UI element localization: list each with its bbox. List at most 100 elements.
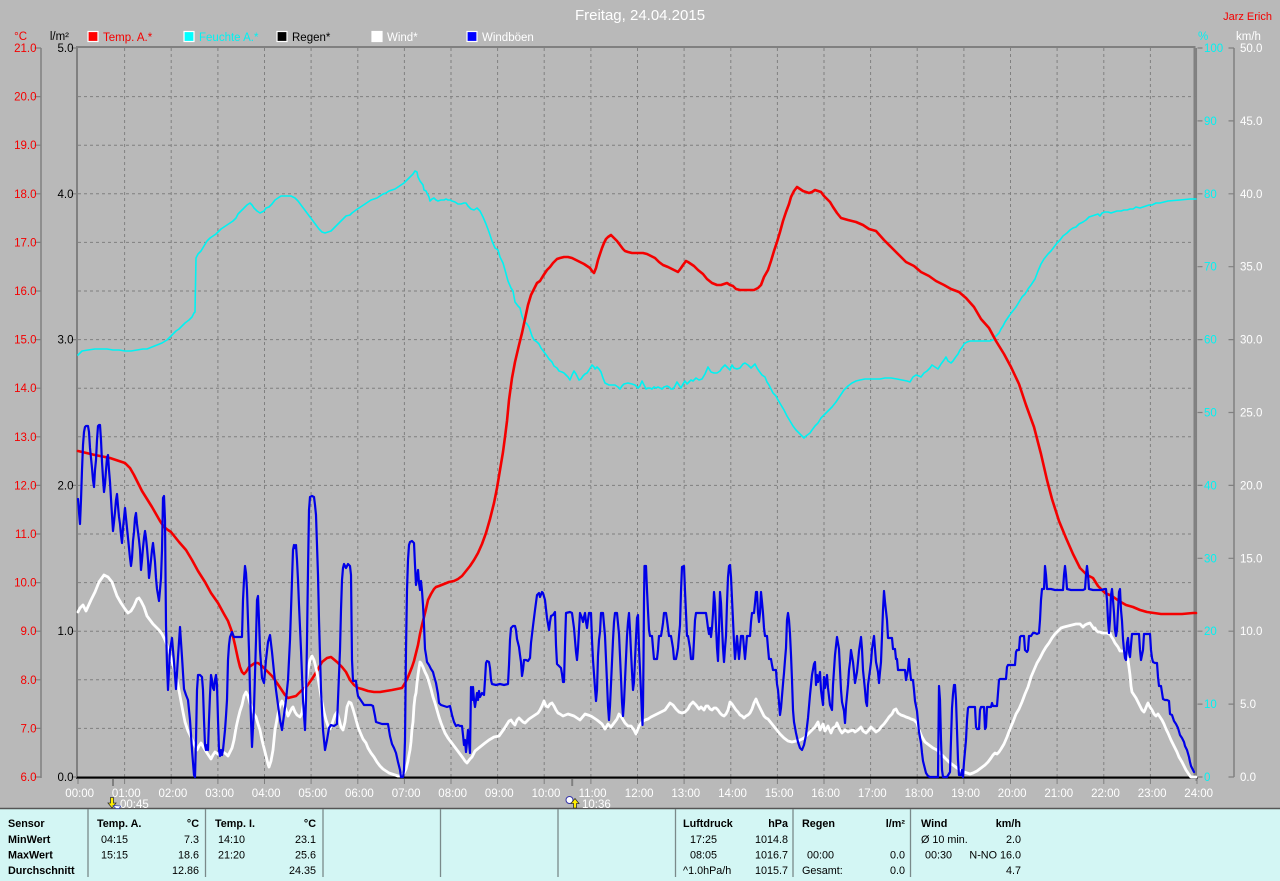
svg-text:km/h: km/h [996, 818, 1021, 830]
svg-text:21:20: 21:20 [218, 850, 245, 862]
svg-text:17.0: 17.0 [14, 237, 36, 249]
svg-text:Freitag, 24.04.2015: Freitag, 24.04.2015 [575, 7, 705, 24]
svg-text:22:00: 22:00 [1091, 788, 1120, 800]
svg-text:5.0: 5.0 [58, 43, 74, 55]
svg-text:17:25: 17:25 [690, 834, 717, 846]
svg-text:10.0: 10.0 [14, 578, 36, 590]
svg-text:°C: °C [187, 818, 199, 830]
svg-text:01:00: 01:00 [112, 788, 141, 800]
svg-text:0: 0 [1204, 772, 1210, 784]
svg-text:24.35: 24.35 [289, 865, 316, 877]
svg-text:23:00: 23:00 [1138, 788, 1167, 800]
svg-text:15:00: 15:00 [765, 788, 794, 800]
svg-text:10:00: 10:00 [532, 788, 561, 800]
svg-text:00:00: 00:00 [807, 850, 834, 862]
svg-text:30: 30 [1204, 553, 1217, 565]
svg-text:20.0: 20.0 [1240, 480, 1262, 492]
svg-text:0.0: 0.0 [58, 772, 74, 784]
svg-text:0.0: 0.0 [1240, 772, 1256, 784]
svg-text:25.6: 25.6 [295, 850, 316, 862]
svg-text:30.0: 30.0 [1240, 335, 1262, 347]
svg-text:12.0: 12.0 [14, 480, 36, 492]
svg-text:50: 50 [1204, 408, 1217, 420]
svg-text:l/m²: l/m² [50, 31, 69, 43]
svg-text:14:00: 14:00 [718, 788, 747, 800]
svg-text:12.86: 12.86 [172, 865, 199, 877]
svg-text:2.0: 2.0 [1006, 834, 1021, 846]
svg-text:12:00: 12:00 [625, 788, 654, 800]
svg-text:45.0: 45.0 [1240, 116, 1262, 128]
svg-text:Durchschnitt: Durchschnitt [8, 865, 75, 877]
svg-text:35.0: 35.0 [1240, 262, 1262, 274]
svg-text:07:00: 07:00 [392, 788, 421, 800]
svg-text:4.0: 4.0 [58, 189, 74, 201]
svg-text:90: 90 [1204, 116, 1217, 128]
svg-text:20: 20 [1204, 626, 1217, 638]
svg-text:14.0: 14.0 [14, 383, 36, 395]
svg-text:7.3: 7.3 [184, 834, 199, 846]
svg-text:00:00: 00:00 [65, 788, 94, 800]
svg-text:21.0: 21.0 [14, 43, 36, 55]
svg-text:%: % [1198, 31, 1208, 43]
svg-text:04:15: 04:15 [101, 834, 128, 846]
svg-text:Regen*: Regen* [292, 32, 331, 44]
svg-text:hPa: hPa [768, 818, 789, 830]
svg-text:N-NO 16.0: N-NO 16.0 [969, 850, 1021, 862]
svg-text:11:00: 11:00 [579, 788, 607, 800]
svg-text:0.0: 0.0 [890, 850, 905, 862]
svg-text:10.0: 10.0 [1240, 626, 1262, 638]
svg-text:10: 10 [1204, 699, 1217, 711]
svg-text:1014.8: 1014.8 [755, 834, 788, 846]
svg-text:Wind: Wind [921, 818, 947, 830]
svg-text:08:05: 08:05 [690, 850, 717, 862]
svg-text:km/h: km/h [1236, 31, 1261, 43]
svg-text:1015.7: 1015.7 [755, 865, 788, 877]
svg-text:Feuchte A.*: Feuchte A.* [199, 32, 259, 44]
svg-text:1016.7: 1016.7 [755, 850, 788, 862]
svg-text:20:00: 20:00 [998, 788, 1027, 800]
svg-text:Temp. A.*: Temp. A.* [103, 32, 153, 44]
svg-text:1.0: 1.0 [58, 626, 74, 638]
svg-text:MinWert: MinWert [8, 834, 51, 846]
svg-text:19.0: 19.0 [14, 140, 36, 152]
svg-text:08:00: 08:00 [438, 788, 467, 800]
svg-text:20.0: 20.0 [14, 92, 36, 104]
svg-text:24:00: 24:00 [1184, 788, 1213, 800]
svg-text:6.0: 6.0 [21, 772, 37, 784]
svg-text:Regen: Regen [802, 818, 835, 830]
svg-text:°C: °C [14, 31, 27, 43]
svg-text:60: 60 [1204, 335, 1217, 347]
svg-text:100: 100 [1204, 43, 1223, 55]
svg-text:25.0: 25.0 [1240, 408, 1262, 420]
svg-text:Windböen: Windböen [482, 32, 534, 44]
svg-text:3.0: 3.0 [58, 335, 74, 347]
svg-text:15.0: 15.0 [1240, 553, 1262, 565]
svg-text:^1.0hPa/h: ^1.0hPa/h [683, 865, 731, 877]
svg-text:15.0: 15.0 [14, 335, 36, 347]
svg-text:11.0: 11.0 [15, 529, 37, 541]
svg-text:l/m²: l/m² [886, 818, 906, 830]
svg-text:70: 70 [1204, 262, 1217, 274]
svg-text:°C: °C [304, 818, 316, 830]
svg-text:13.0: 13.0 [14, 432, 36, 444]
svg-text:15:15: 15:15 [101, 850, 128, 862]
svg-text:Temp. A.: Temp. A. [97, 818, 141, 830]
svg-text:14:10: 14:10 [218, 834, 245, 846]
svg-text:Luftdruck: Luftdruck [683, 818, 734, 830]
svg-text:Wind*: Wind* [387, 32, 418, 44]
svg-text:10:36: 10:36 [582, 799, 611, 811]
svg-text:21:00: 21:00 [1044, 788, 1073, 800]
svg-text:06:00: 06:00 [345, 788, 374, 800]
svg-text:00:45: 00:45 [120, 799, 149, 811]
svg-text:18.0: 18.0 [14, 189, 36, 201]
svg-text:7.0: 7.0 [21, 723, 37, 735]
svg-text:13:00: 13:00 [671, 788, 700, 800]
svg-text:2.0: 2.0 [58, 480, 74, 492]
svg-text:8.0: 8.0 [21, 675, 37, 687]
svg-text:19:00: 19:00 [951, 788, 980, 800]
svg-text:04:00: 04:00 [252, 788, 281, 800]
svg-text:9.0: 9.0 [21, 626, 37, 638]
svg-text:4.7: 4.7 [1006, 865, 1021, 877]
svg-text:05:00: 05:00 [298, 788, 327, 800]
svg-text:0.0: 0.0 [890, 865, 905, 877]
